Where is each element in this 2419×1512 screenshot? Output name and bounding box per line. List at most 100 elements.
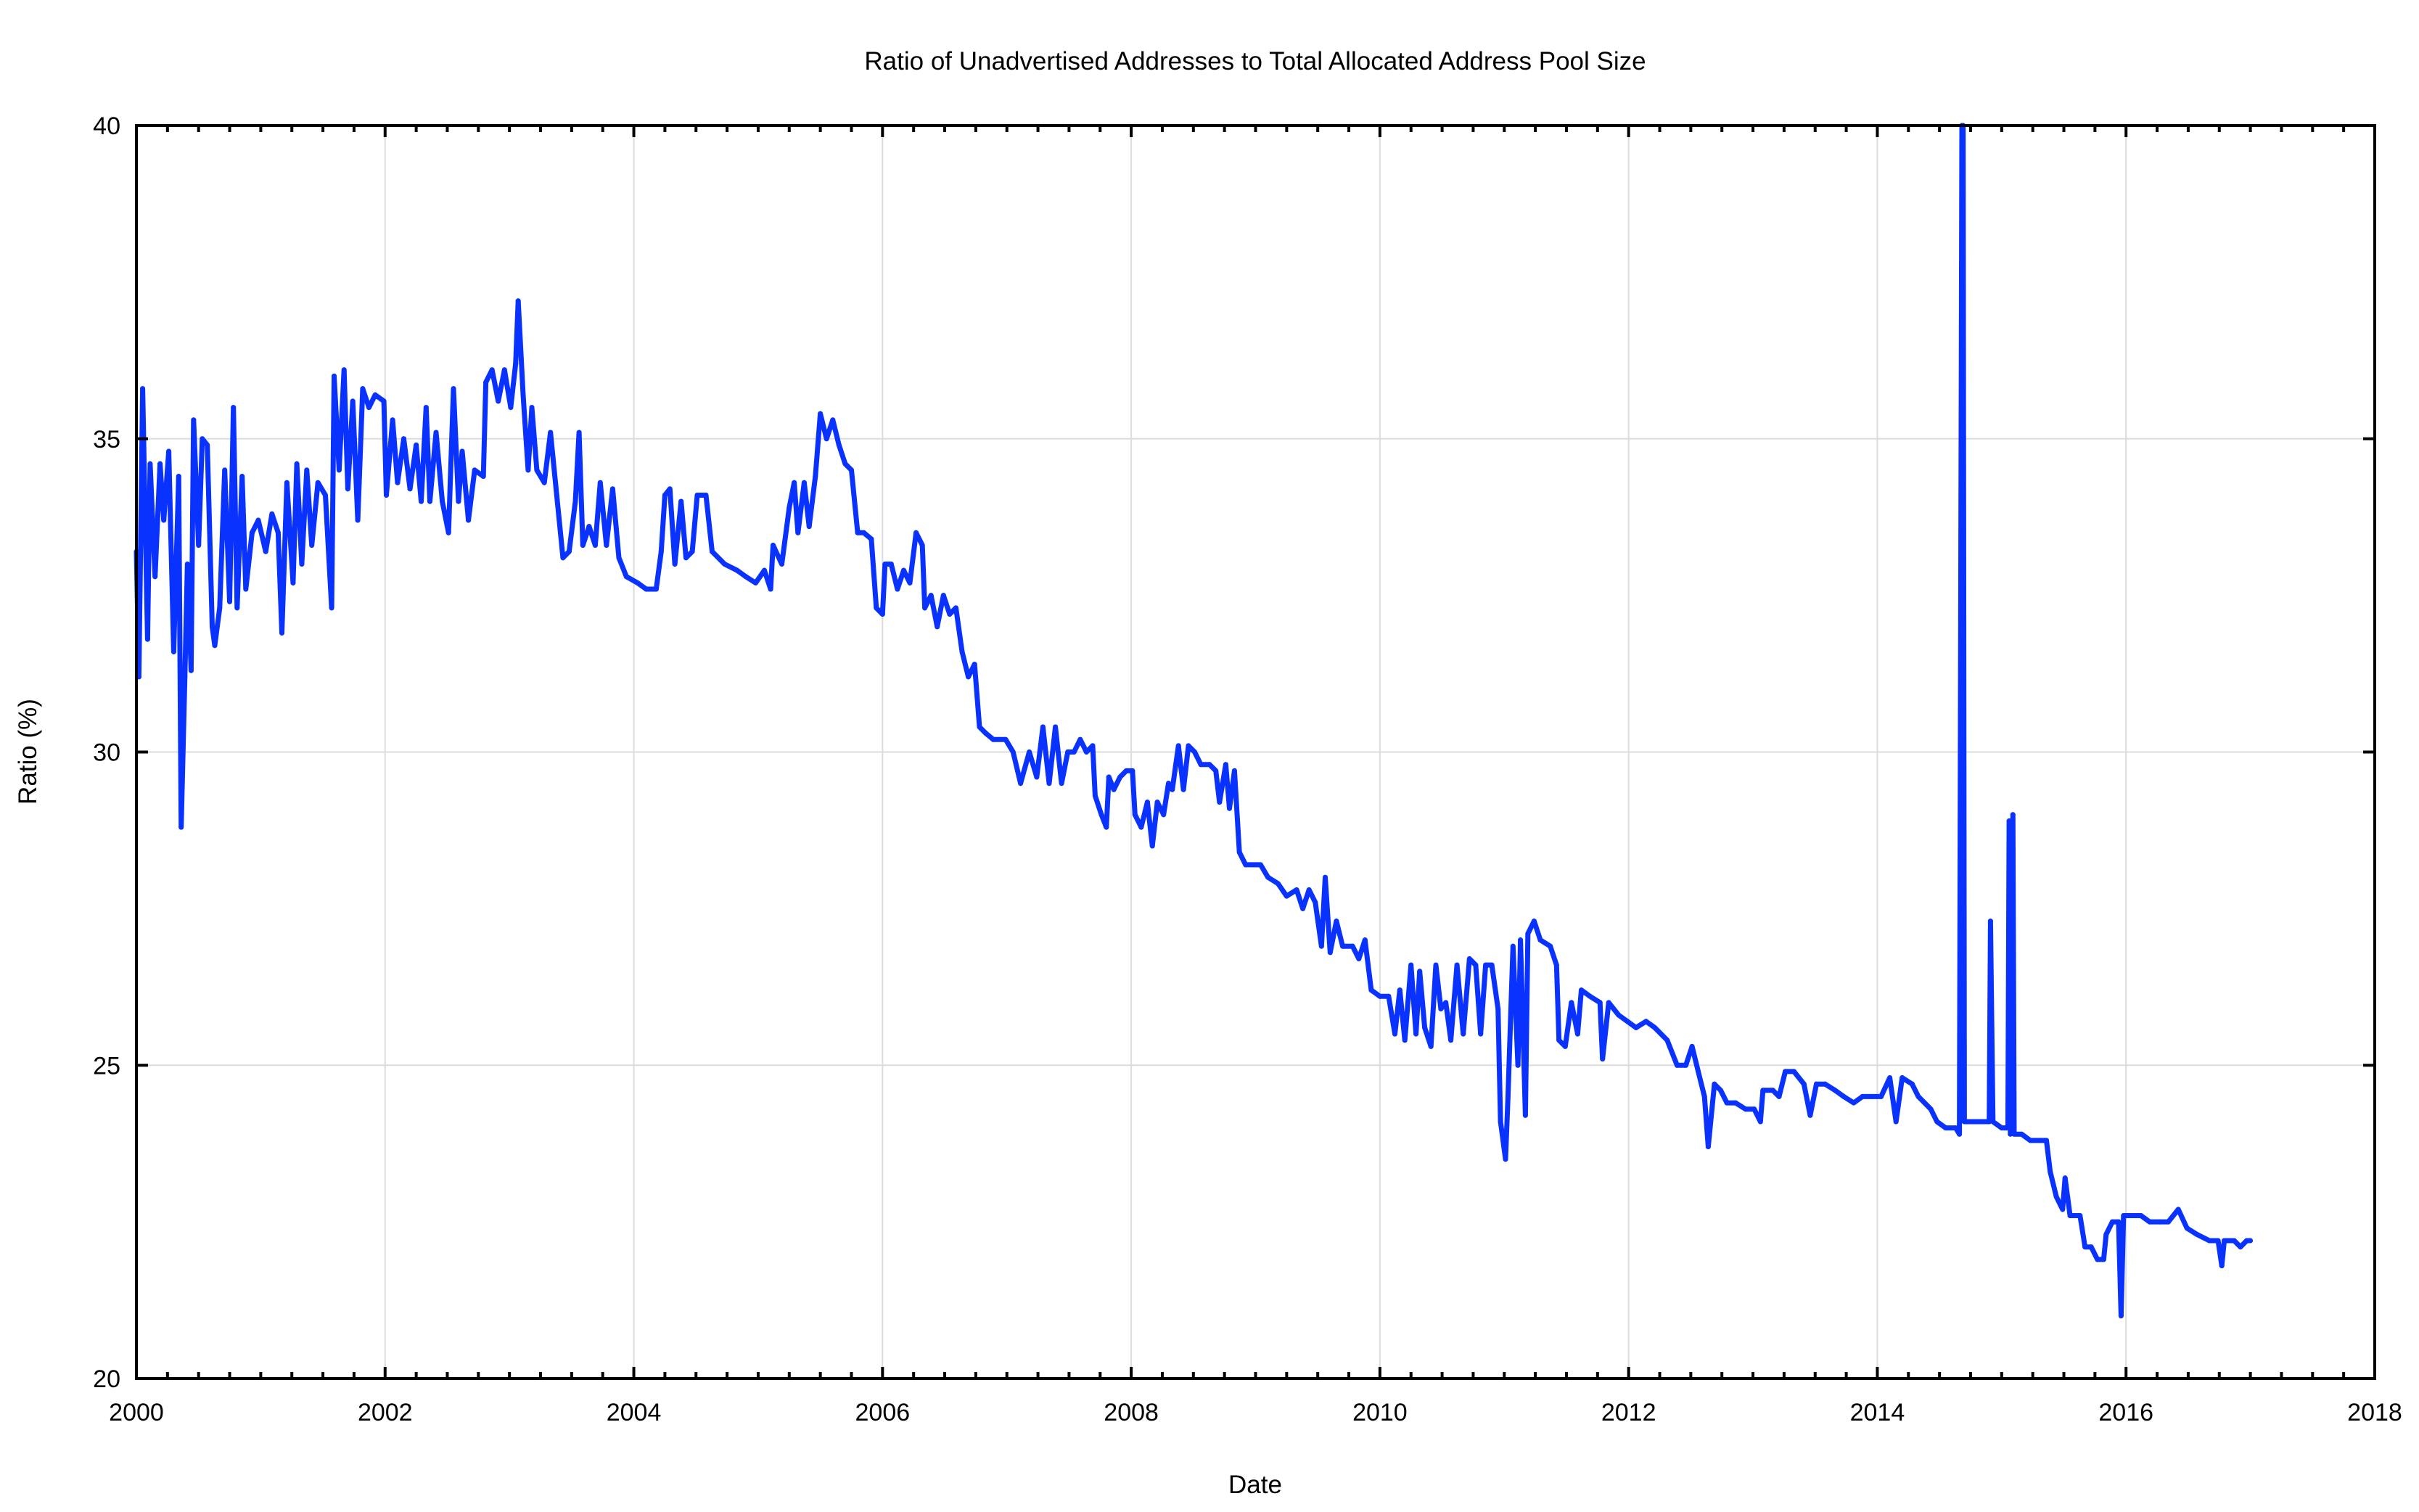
data-point bbox=[1386, 993, 1392, 999]
data-point bbox=[196, 543, 202, 548]
data-point bbox=[913, 530, 919, 535]
data-point bbox=[919, 543, 925, 548]
data-point bbox=[171, 649, 176, 654]
data-point bbox=[2095, 1257, 2100, 1262]
series-line bbox=[134, 123, 2251, 1319]
data-point bbox=[1652, 1024, 1658, 1030]
data-point bbox=[1397, 987, 1402, 993]
data-point bbox=[483, 379, 489, 385]
data-point bbox=[935, 624, 940, 630]
data-point bbox=[1887, 1075, 1893, 1081]
y-tick-label: 30 bbox=[93, 739, 120, 767]
data-point bbox=[1161, 812, 1167, 818]
data-point bbox=[1483, 962, 1489, 968]
data-point bbox=[2018, 1131, 2024, 1137]
x-tick-labels: 2000 2002 2004 2006 2008 2010 2012 2014 2016 2018 bbox=[109, 1399, 2402, 1426]
data-point bbox=[1689, 1043, 1695, 1049]
data-point bbox=[1743, 1106, 1749, 1112]
data-point bbox=[2006, 818, 2012, 823]
data-point bbox=[1250, 862, 1256, 868]
data-point bbox=[1860, 1093, 1865, 1099]
data-point bbox=[1217, 800, 1223, 805]
data-point bbox=[689, 548, 695, 554]
data-point bbox=[1643, 1019, 1649, 1024]
data-point bbox=[2121, 1212, 2127, 1218]
data-point bbox=[1705, 1144, 1711, 1150]
data-point bbox=[212, 643, 218, 649]
data-point bbox=[953, 605, 958, 611]
data-point bbox=[1265, 874, 1271, 880]
data-point bbox=[1111, 786, 1117, 792]
data-point bbox=[152, 574, 158, 580]
data-point bbox=[234, 605, 240, 611]
data-point bbox=[2048, 1169, 2053, 1175]
data-point bbox=[1154, 800, 1160, 805]
data-point bbox=[1841, 1093, 1847, 1099]
data-point bbox=[1961, 1119, 1967, 1125]
data-point bbox=[188, 667, 194, 673]
data-point bbox=[332, 373, 337, 379]
data-point bbox=[1717, 1088, 1723, 1093]
data-point bbox=[418, 498, 424, 504]
data-point bbox=[144, 636, 150, 642]
x-tick-label: 2006 bbox=[855, 1399, 911, 1426]
data-point bbox=[315, 480, 321, 485]
data-point bbox=[1438, 1006, 1444, 1012]
data-point bbox=[161, 517, 167, 523]
data-point bbox=[1957, 1131, 1963, 1137]
data-point bbox=[2067, 1212, 2073, 1218]
data-point bbox=[1934, 1119, 1940, 1125]
data-point bbox=[1213, 768, 1219, 773]
data-point bbox=[1138, 824, 1144, 830]
data-point bbox=[824, 436, 829, 442]
data-point bbox=[1104, 824, 1109, 830]
data-point bbox=[1600, 1056, 1606, 1062]
data-point bbox=[1579, 987, 1585, 993]
data-point bbox=[227, 599, 233, 604]
x-tick-label: 2012 bbox=[1601, 1399, 1656, 1426]
data-point bbox=[2118, 1313, 2124, 1319]
data-point bbox=[771, 543, 776, 548]
y-tick-label: 40 bbox=[93, 112, 120, 140]
data-point bbox=[855, 530, 861, 535]
data-point bbox=[381, 398, 387, 404]
axis-ticks bbox=[135, 124, 2376, 1380]
data-point bbox=[703, 492, 709, 498]
data-point bbox=[1454, 962, 1460, 968]
data-point bbox=[842, 461, 848, 467]
data-point bbox=[1018, 781, 1024, 786]
data-point bbox=[1606, 1000, 1611, 1006]
data-point bbox=[341, 367, 347, 373]
data-point bbox=[1851, 1100, 1857, 1106]
data-point bbox=[472, 467, 477, 473]
data-point bbox=[239, 474, 245, 480]
data-point bbox=[710, 548, 715, 554]
data-point bbox=[580, 543, 586, 548]
data-point bbox=[743, 574, 749, 580]
data-point bbox=[1417, 969, 1423, 974]
data-point bbox=[1893, 1119, 1899, 1125]
data-point bbox=[427, 498, 432, 504]
data-point bbox=[2238, 1244, 2243, 1250]
data-point bbox=[355, 517, 361, 523]
data-point bbox=[1489, 962, 1495, 968]
data-point bbox=[1413, 1031, 1419, 1037]
data-point bbox=[1236, 850, 1242, 855]
data-point bbox=[1448, 1038, 1454, 1043]
data-point bbox=[1065, 749, 1071, 755]
data-point bbox=[294, 461, 300, 467]
data-point bbox=[1433, 962, 1439, 968]
data-point bbox=[1569, 1000, 1574, 1006]
data-point bbox=[2116, 1219, 2122, 1225]
data-point bbox=[1522, 1112, 1528, 1118]
data-point bbox=[990, 736, 996, 742]
data-point bbox=[1909, 1081, 1915, 1087]
data-point bbox=[1294, 887, 1299, 892]
data-point bbox=[888, 561, 894, 567]
data-point bbox=[309, 543, 315, 548]
data-point bbox=[1322, 874, 1328, 880]
data-point bbox=[1034, 774, 1040, 780]
data-point bbox=[1059, 781, 1064, 786]
data-point bbox=[1046, 781, 1052, 786]
data-point bbox=[2175, 1207, 2181, 1212]
